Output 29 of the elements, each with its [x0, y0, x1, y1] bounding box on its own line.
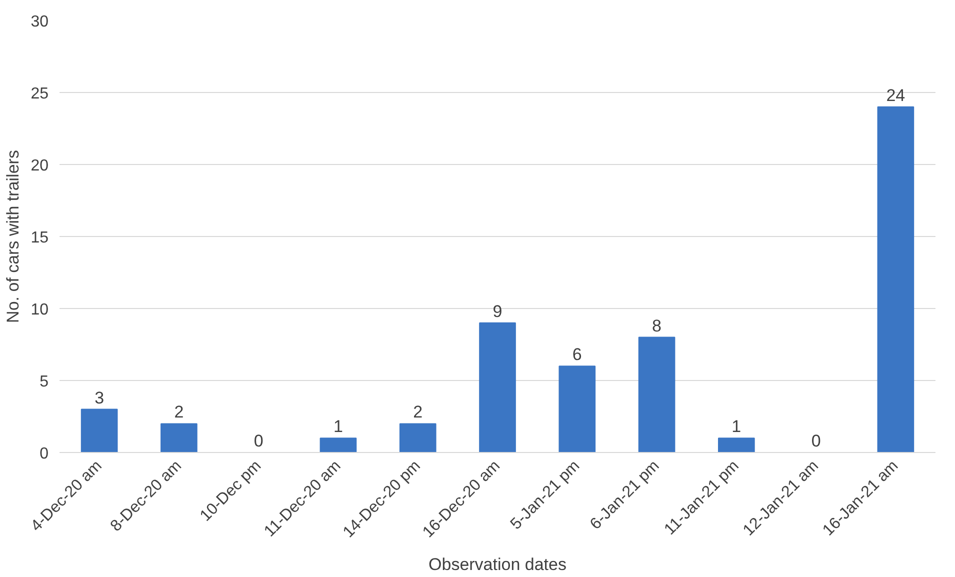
data-label: 2	[413, 402, 423, 422]
y-tick-label: 0	[40, 446, 49, 462]
bar	[320, 438, 357, 452]
y-axis-title: No. of cars with trailers	[4, 150, 23, 323]
bar	[877, 106, 914, 452]
data-label: 9	[492, 302, 502, 321]
y-tick-label: 20	[30, 158, 49, 174]
bar	[479, 322, 516, 452]
x-axis-title: Observation dates	[428, 555, 566, 574]
data-label: 24	[886, 86, 906, 105]
data-label: 1	[732, 417, 742, 436]
y-tick-label: 15	[30, 230, 49, 246]
y-tick-label: 10	[30, 302, 49, 318]
bar	[399, 423, 436, 452]
data-label: 3	[94, 388, 104, 408]
data-label: 8	[652, 316, 662, 336]
bar	[80, 408, 118, 452]
y-tick-label: 5	[40, 374, 49, 390]
data-label: 0	[811, 432, 821, 450]
data-label: 6	[572, 345, 582, 364]
data-label: 2	[174, 402, 184, 422]
bar	[558, 366, 596, 452]
data-label: 1	[334, 417, 343, 436]
bar	[718, 438, 755, 452]
bar	[638, 336, 676, 452]
y-tick-label: 30	[30, 14, 49, 30]
data-label: 0	[254, 432, 264, 450]
bar	[160, 423, 198, 452]
y-tick-label: 25	[30, 86, 49, 102]
